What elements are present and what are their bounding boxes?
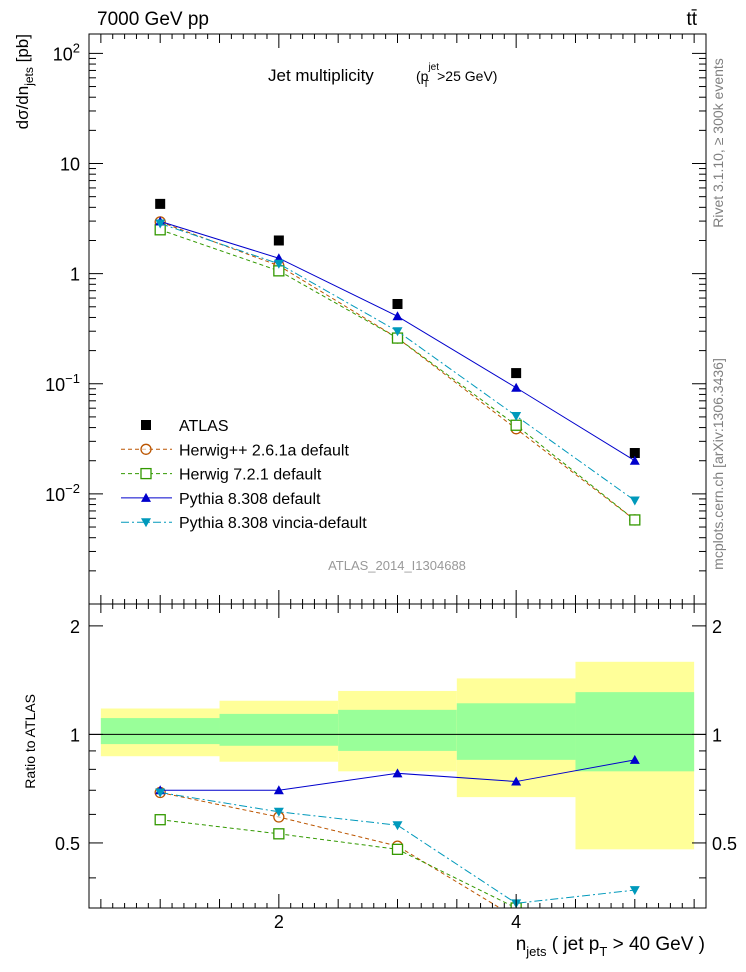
ratio-series-3	[155, 788, 640, 908]
main-y-tick-label: 1	[70, 265, 80, 285]
legend-label: ATLAS	[179, 418, 229, 435]
main-y-tick-labels: 102 10 1 10−1 10−2	[45, 40, 80, 504]
main-data-point	[629, 455, 640, 465]
process-label: tt̄	[686, 9, 697, 30]
main-title-cut: (pjet T>25 GeV)	[416, 62, 497, 90]
main-series-group	[154, 198, 641, 526]
mcplots-label: mcplots.cern.ch [arXiv:1306.3436]	[710, 358, 726, 570]
ratio-y-label: Ratio to ATLAS	[22, 694, 38, 789]
ratio-y-tick-label-right: 1	[712, 725, 722, 745]
legend: ATLAS Herwig++ 2.6.1a default Herwig 7.2.1…	[121, 418, 367, 532]
ratio-data-point	[154, 814, 166, 826]
main-data-point	[273, 235, 284, 246]
main-data-point	[511, 368, 522, 379]
legend-marker	[141, 420, 151, 430]
legend-label: Herwig 7.2.1 default	[179, 467, 322, 484]
ratio-data-point	[391, 843, 404, 855]
main-data-point	[392, 311, 403, 321]
main-data-point	[392, 298, 403, 309]
legend-entry: Herwig++ 2.6.1a default	[121, 442, 349, 459]
main-data-point	[629, 496, 640, 506]
ratio-series-line	[160, 819, 518, 908]
main-data-point	[155, 219, 166, 229]
ratio-band-green	[219, 713, 339, 746]
main-data-point	[392, 327, 403, 337]
main-axis-ticks	[89, 34, 706, 605]
main-panel: 102 10 1 10−1 10−2 Jet multiplicity (pjet T>2…	[13, 33, 707, 605]
main-title: Jet multiplicity	[268, 66, 374, 85]
ratio-band-green	[456, 703, 576, 760]
ratio-data-point	[155, 788, 166, 798]
legend-marker	[141, 518, 151, 528]
ratio-data-point	[392, 768, 403, 778]
legend-label: Herwig++ 2.6.1a default	[179, 442, 349, 459]
ratio-y-tick-label: 2	[70, 617, 80, 637]
main-y-tick-label: 10	[60, 155, 80, 175]
ratio-data-point	[511, 776, 522, 786]
ratio-y-tick-label: 1	[70, 725, 80, 745]
watermark: ATLAS_2014_I1304688	[328, 558, 466, 573]
main-series-2	[154, 224, 641, 526]
ratio-frame	[88, 603, 707, 909]
legend-label: Pythia 8.308 vincia-default	[179, 515, 367, 532]
ratio-data-point	[392, 821, 403, 831]
legend-label: Pythia 8.308 default	[179, 491, 321, 508]
legend-entry: ATLAS	[141, 418, 229, 435]
ratio-series-line	[160, 792, 635, 904]
ratio-series-line	[160, 792, 501, 908]
ratio-axis-ticks	[89, 604, 706, 908]
ratio-data-point	[273, 828, 285, 840]
main-series-4	[155, 219, 640, 506]
ratio-y-tick-labels: 2 2 1 1 0.5 0.5	[55, 617, 737, 854]
main-y-tick-label: 10−2	[45, 481, 80, 505]
main-data-point	[629, 514, 641, 526]
ratio-x-tick-label: 2	[274, 912, 284, 932]
main-y-label: dσ/dnjets [pb]	[13, 34, 36, 129]
ratio-data-point	[629, 886, 640, 896]
main-y-tick-label: 10−1	[45, 371, 80, 395]
main-data-point	[511, 382, 522, 392]
ratio-band-green	[100, 718, 220, 745]
main-data-point	[273, 259, 284, 269]
x-axis-label: njets ( jet pT > 40 GeV )	[516, 934, 705, 959]
ratio-band-green	[338, 709, 457, 751]
legend-marker	[141, 492, 151, 502]
main-data-point	[629, 448, 640, 459]
legend-marker	[140, 443, 152, 455]
main-series-line	[160, 221, 636, 521]
main-data-point	[511, 411, 522, 421]
ratio-data-point	[629, 754, 640, 764]
rivet-label: Rivet 3.1.10, ≥ 300k events	[710, 58, 726, 228]
ratio-y-tick-label-right: 2	[712, 617, 722, 637]
legend-entry: Pythia 8.308 vincia-default	[121, 515, 367, 532]
energy-label: 7000 GeV pp	[97, 9, 209, 30]
ratio-y-tick-label: 0.5	[55, 834, 80, 854]
ratio-series-group	[154, 754, 640, 908]
ratio-data-point	[273, 785, 284, 795]
ratio-series-2	[155, 754, 640, 795]
legend-entry: Herwig 7.2.1 default	[121, 467, 322, 484]
ratio-series-0	[154, 786, 501, 908]
ratio-x-tick-label: 4	[511, 912, 521, 932]
ratio-uncertainty-bands	[100, 661, 695, 850]
main-data-point	[510, 419, 522, 431]
main-y-tick-label: 102	[53, 40, 80, 64]
legend-marker	[140, 467, 152, 480]
ratio-y-tick-label-right: 0.5	[712, 834, 737, 854]
legend-entry: Pythia 8.308 default	[121, 491, 321, 508]
main-series-0	[155, 198, 640, 459]
main-data-point	[155, 198, 166, 209]
ratio-data-point	[273, 807, 284, 817]
